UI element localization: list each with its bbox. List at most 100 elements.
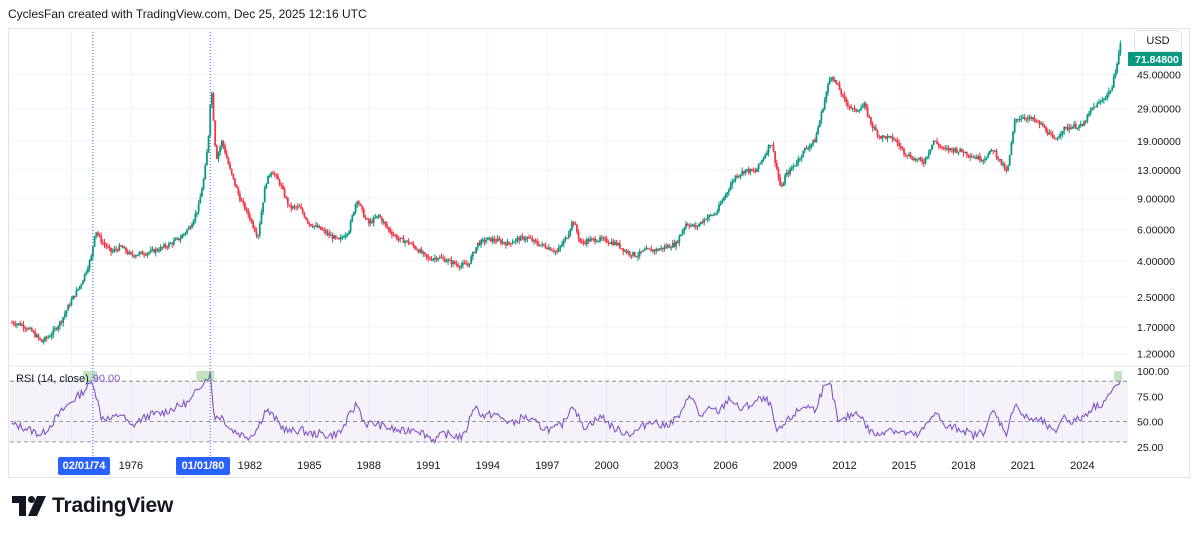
candle-body (488, 237, 491, 239)
candle-body (14, 324, 17, 326)
candle-body (863, 103, 866, 107)
candle-body (1111, 87, 1114, 91)
candle-body (394, 234, 397, 236)
candle-body (12, 322, 15, 325)
candle-body (270, 172, 273, 176)
candle-body (108, 246, 111, 248)
candle-body (301, 208, 304, 213)
candle-body (734, 175, 737, 181)
candle-body (471, 252, 474, 257)
candle-body (508, 241, 511, 244)
candle-body (58, 321, 61, 327)
candle-body (865, 103, 867, 108)
candle-body (27, 328, 30, 330)
candle-body (229, 164, 231, 169)
candle-body (969, 155, 971, 158)
candle-body (960, 148, 963, 152)
candle-body (541, 243, 544, 245)
candle-body (144, 254, 147, 256)
candle-body (52, 329, 55, 336)
candle-body (754, 170, 757, 172)
candle-body (549, 247, 552, 251)
candle-body (1053, 136, 1056, 139)
rsi-legend[interactable]: RSI (14, close) 90.00 (16, 373, 120, 385)
candle-body (372, 217, 375, 223)
candle-body (168, 243, 170, 248)
candle-body (972, 156, 975, 158)
candle-body (962, 151, 965, 154)
candle-body (1038, 121, 1041, 125)
time-axis-label: 1988 (357, 460, 381, 472)
candle-body (630, 254, 633, 256)
candle-body (234, 178, 236, 186)
candle-body (959, 148, 962, 152)
candle-body (169, 243, 172, 245)
candle-body (675, 241, 677, 247)
candle-body (993, 150, 996, 152)
candle-body (835, 79, 838, 84)
candle-body (615, 241, 618, 245)
candle-body (409, 243, 411, 245)
candle-body (542, 243, 545, 246)
candle-body (787, 172, 790, 175)
candle-body (946, 148, 948, 150)
candle-body (262, 202, 264, 213)
candle-body (574, 223, 577, 225)
candle-body (762, 158, 765, 161)
rsi-axis-label: 50.00 (1137, 417, 1163, 429)
candle-body (709, 214, 712, 216)
candle-body (955, 148, 958, 153)
price-axis-label: 4.00000 (1137, 256, 1175, 268)
tradingview-logo[interactable]: TradingView (12, 494, 173, 518)
candle-body (362, 209, 365, 218)
candle-body (105, 244, 108, 247)
candle-body (531, 238, 534, 242)
candle-body (407, 240, 410, 244)
candle-body (873, 127, 876, 129)
candle-body (17, 323, 20, 325)
candle-body (845, 98, 848, 103)
candle-body (447, 259, 449, 262)
candle-body (696, 225, 699, 227)
candle-body (316, 225, 319, 228)
rsi-overbought-fill (196, 371, 215, 382)
candle-body (39, 337, 41, 340)
candle-body (252, 221, 255, 228)
candle-body (321, 229, 324, 231)
candle-body (1051, 134, 1054, 137)
candle-body (357, 201, 360, 204)
candle-body (878, 135, 881, 137)
candle-body (699, 221, 702, 225)
candle-body (970, 156, 973, 158)
candle-body (419, 249, 421, 253)
candle-body (1036, 121, 1039, 123)
candle-body (1020, 118, 1023, 120)
candle-body (80, 284, 83, 287)
candle-body (723, 197, 725, 201)
candle-body (633, 252, 636, 257)
tradingview-logo-text: TradingView (52, 494, 174, 517)
currency-button[interactable]: USD (1134, 30, 1182, 52)
candle-body (964, 151, 967, 154)
candle-body (612, 241, 615, 245)
price-axis-label: 29.00000 (1137, 103, 1181, 115)
candle-body (949, 148, 952, 151)
candle-body (1117, 53, 1120, 64)
candle-body (300, 206, 302, 209)
candle-body (1078, 125, 1081, 128)
candle-body (62, 317, 65, 323)
candle-body (908, 154, 910, 156)
candle-body (780, 185, 783, 187)
candle-body (790, 168, 793, 170)
candle-body (326, 232, 329, 234)
candle-body (1031, 117, 1034, 120)
candle-body (538, 244, 540, 246)
candle-body (504, 243, 507, 246)
candle-body (759, 162, 762, 164)
price-axis-label: 6.00000 (1137, 225, 1175, 237)
candle-body (656, 249, 659, 251)
rsi-overbought-fill (1114, 371, 1123, 382)
candle-body (1088, 113, 1090, 116)
candle-body (919, 158, 922, 160)
